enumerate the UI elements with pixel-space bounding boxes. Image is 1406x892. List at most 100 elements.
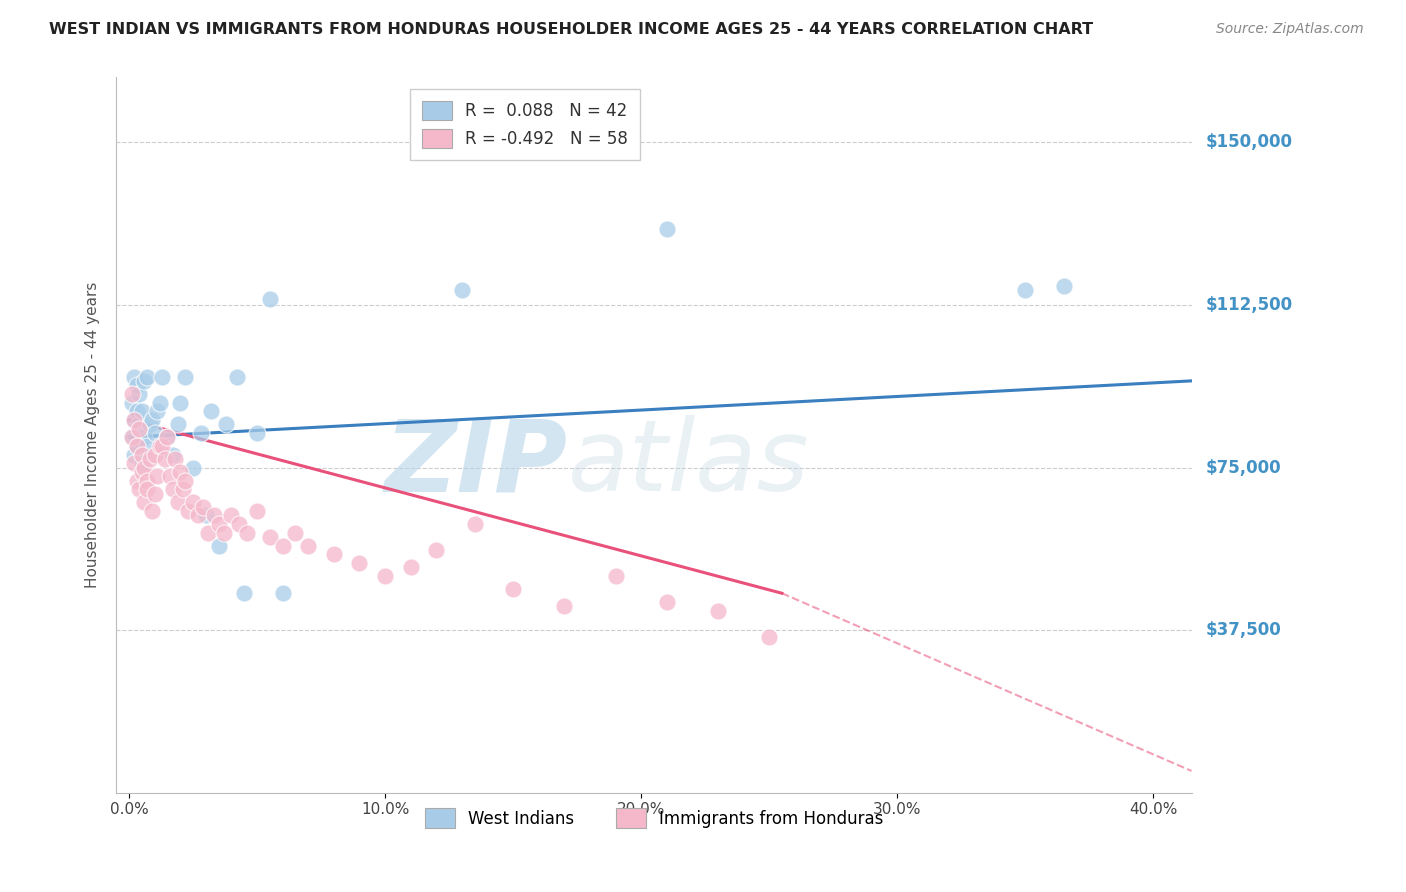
Point: [125, 474, 148, 488]
Text: $75,000: $75,000: [1205, 458, 1281, 476]
Point: [122, 413, 145, 427]
Point: [399, 560, 422, 574]
Y-axis label: Householder Income Ages 25 - 44 years: Householder Income Ages 25 - 44 years: [86, 282, 100, 588]
Point: [215, 417, 238, 432]
Point: [187, 508, 209, 523]
Point: [502, 582, 524, 596]
Point: [174, 474, 197, 488]
Text: $37,500: $37,500: [1205, 621, 1281, 639]
Point: [146, 404, 169, 418]
Point: [707, 604, 730, 618]
Point: [128, 421, 150, 435]
Point: [162, 448, 184, 462]
Point: [149, 395, 172, 409]
Point: [125, 439, 148, 453]
Point: [125, 439, 148, 453]
Point: [159, 469, 181, 483]
Point: [451, 283, 474, 297]
Point: [202, 508, 225, 523]
Point: [125, 378, 148, 392]
Point: [271, 539, 294, 553]
Point: [143, 448, 166, 462]
Point: [259, 530, 281, 544]
Point: [121, 430, 143, 444]
Point: [374, 569, 396, 583]
Point: [128, 387, 150, 401]
Point: [193, 500, 215, 514]
Point: [122, 369, 145, 384]
Point: [200, 404, 222, 418]
Point: [197, 525, 219, 540]
Point: [136, 482, 159, 496]
Point: [134, 430, 156, 444]
Text: WEST INDIAN VS IMMIGRANTS FROM HONDURAS HOUSEHOLDER INCOME AGES 25 - 44 YEARS CO: WEST INDIAN VS IMMIGRANTS FROM HONDURAS …: [49, 22, 1094, 37]
Point: [143, 425, 166, 440]
Point: [233, 586, 256, 600]
Point: [228, 516, 250, 531]
Point: [165, 451, 187, 466]
Point: [655, 222, 678, 236]
Point: [143, 486, 166, 500]
Point: [136, 439, 159, 453]
Point: [131, 456, 153, 470]
Text: atlas: atlas: [568, 415, 810, 512]
Point: [174, 369, 197, 384]
Point: [121, 387, 143, 401]
Text: Source: ZipAtlas.com: Source: ZipAtlas.com: [1216, 22, 1364, 37]
Point: [166, 495, 188, 509]
Point: [134, 374, 156, 388]
Point: [236, 525, 259, 540]
Point: [121, 395, 143, 409]
Point: [1014, 283, 1036, 297]
Point: [349, 556, 371, 570]
Point: [125, 404, 148, 418]
Point: [169, 395, 191, 409]
Point: [259, 292, 281, 306]
Point: [146, 469, 169, 483]
Point: [131, 448, 153, 462]
Point: [181, 460, 204, 475]
Point: [136, 474, 159, 488]
Point: [136, 369, 159, 384]
Point: [553, 599, 575, 614]
Text: $112,500: $112,500: [1205, 296, 1292, 314]
Point: [225, 369, 247, 384]
Point: [156, 430, 179, 444]
Point: [177, 504, 200, 518]
Point: [141, 504, 163, 518]
Point: [208, 539, 231, 553]
Point: [153, 451, 176, 466]
Point: [655, 595, 678, 609]
Point: [194, 508, 217, 523]
Point: [138, 451, 160, 466]
Point: [284, 525, 307, 540]
Point: [122, 456, 145, 470]
Legend: West Indians, Immigrants from Honduras: West Indians, Immigrants from Honduras: [418, 802, 890, 834]
Point: [246, 504, 269, 518]
Point: [246, 425, 269, 440]
Point: [131, 465, 153, 479]
Point: [297, 539, 319, 553]
Point: [758, 630, 780, 644]
Point: [128, 482, 150, 496]
Point: [150, 369, 173, 384]
Point: [162, 482, 184, 496]
Point: [122, 448, 145, 462]
Point: [271, 586, 294, 600]
Point: [208, 516, 231, 531]
Point: [134, 495, 156, 509]
Point: [425, 542, 447, 557]
Point: [121, 430, 143, 444]
Point: [212, 525, 235, 540]
Point: [134, 460, 156, 475]
Point: [128, 417, 150, 432]
Point: [190, 425, 212, 440]
Point: [138, 417, 160, 432]
Point: [149, 439, 172, 453]
Point: [131, 404, 153, 418]
Text: $150,000: $150,000: [1205, 134, 1292, 152]
Point: [141, 413, 163, 427]
Text: ZIP: ZIP: [385, 415, 568, 512]
Point: [181, 495, 204, 509]
Point: [156, 430, 179, 444]
